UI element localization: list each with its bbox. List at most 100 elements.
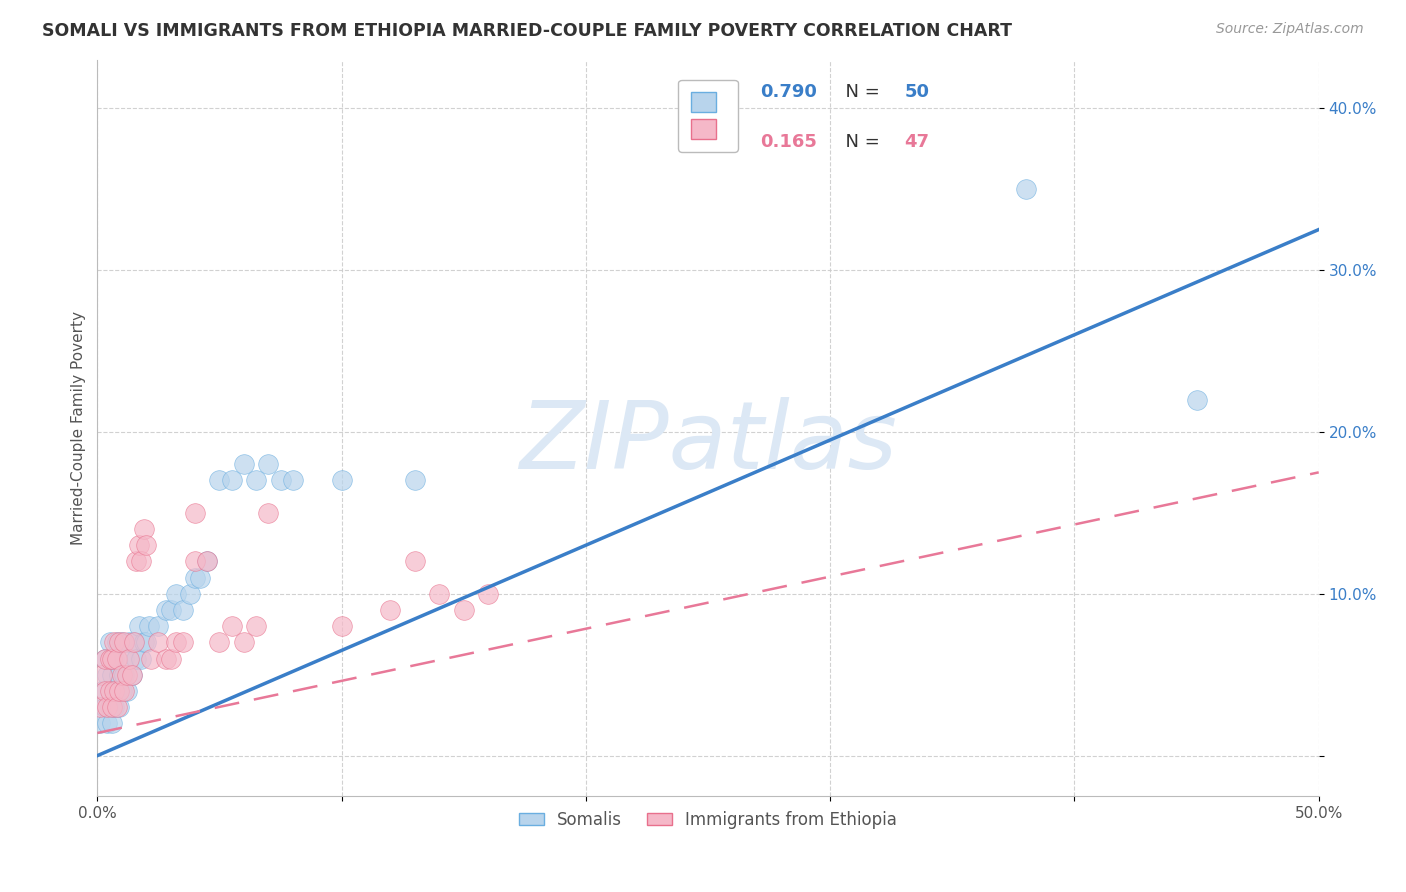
Point: [165, 635, 187, 649]
Point: [111, 635, 134, 649]
Point: [112, 667, 135, 681]
Point: [380, 603, 402, 617]
Point: [330, 619, 353, 633]
Point: [101, 716, 124, 731]
Point: [118, 635, 141, 649]
Point: [155, 603, 177, 617]
Text: R =: R =: [693, 83, 733, 102]
Point: [221, 474, 243, 488]
Point: [195, 554, 218, 568]
Point: [118, 651, 141, 665]
Point: [105, 684, 128, 698]
Point: [453, 603, 475, 617]
Point: [105, 635, 128, 649]
Point: [125, 651, 148, 665]
Point: [188, 571, 211, 585]
Text: 50: 50: [904, 83, 929, 102]
Point: [131, 554, 153, 568]
Point: [115, 667, 138, 681]
Point: [208, 474, 231, 488]
Point: [132, 635, 155, 649]
Point: [138, 619, 160, 633]
Point: [121, 667, 143, 681]
Point: [172, 635, 194, 649]
Text: 0.165: 0.165: [761, 133, 817, 151]
Point: [172, 603, 194, 617]
Point: [108, 684, 131, 698]
Point: [112, 635, 135, 649]
Y-axis label: Married-Couple Family Poverty: Married-Couple Family Poverty: [72, 310, 86, 545]
Text: N =: N =: [834, 83, 886, 102]
Point: [257, 457, 280, 471]
Point: [179, 587, 201, 601]
Point: [105, 700, 128, 714]
Point: [477, 587, 499, 601]
Point: [105, 651, 128, 665]
Point: [108, 635, 131, 649]
Point: [245, 474, 267, 488]
Point: [103, 700, 125, 714]
Point: [232, 635, 254, 649]
Point: [112, 684, 135, 698]
Text: 47: 47: [904, 133, 929, 151]
Point: [91, 667, 114, 681]
Point: [184, 506, 207, 520]
Point: [245, 619, 267, 633]
Point: [148, 635, 170, 649]
Point: [101, 651, 124, 665]
Point: [111, 667, 134, 681]
Point: [98, 635, 121, 649]
Point: [98, 700, 121, 714]
Point: [128, 538, 150, 552]
Point: [404, 474, 426, 488]
Point: [195, 554, 218, 568]
Point: [221, 619, 243, 633]
Point: [270, 474, 292, 488]
Point: [122, 635, 145, 649]
Point: [135, 538, 157, 552]
Text: R =: R =: [693, 133, 738, 151]
Point: [131, 651, 153, 665]
Text: ZIPatlas: ZIPatlas: [519, 397, 897, 488]
Point: [93, 651, 115, 665]
Point: [89, 700, 111, 714]
Point: [98, 651, 121, 665]
Point: [93, 684, 115, 698]
Point: [98, 684, 121, 698]
Point: [112, 651, 135, 665]
Point: [159, 651, 181, 665]
Point: [139, 651, 162, 665]
Point: [148, 619, 170, 633]
Point: [281, 474, 304, 488]
Point: [330, 474, 353, 488]
Point: [96, 667, 118, 681]
Text: Source: ZipAtlas.com: Source: ZipAtlas.com: [1216, 22, 1364, 37]
Point: [257, 506, 280, 520]
Point: [165, 587, 187, 601]
Point: [135, 635, 157, 649]
Text: 0.790: 0.790: [761, 83, 817, 102]
Point: [1185, 392, 1208, 407]
Point: [184, 571, 207, 585]
Point: [96, 716, 118, 731]
Point: [128, 619, 150, 633]
Point: [89, 716, 111, 731]
Point: [103, 635, 125, 649]
Point: [108, 700, 131, 714]
Point: [184, 554, 207, 568]
Point: [427, 587, 450, 601]
Point: [159, 603, 181, 617]
Legend: Somalis, Immigrants from Ethiopia: Somalis, Immigrants from Ethiopia: [512, 805, 904, 836]
Point: [93, 700, 115, 714]
Point: [91, 684, 114, 698]
Point: [93, 651, 115, 665]
Point: [101, 700, 124, 714]
Point: [96, 700, 118, 714]
Point: [125, 554, 148, 568]
Point: [101, 667, 124, 681]
Point: [122, 635, 145, 649]
Point: [404, 554, 426, 568]
Point: [1014, 182, 1036, 196]
Text: N =: N =: [834, 133, 886, 151]
Point: [115, 684, 138, 698]
